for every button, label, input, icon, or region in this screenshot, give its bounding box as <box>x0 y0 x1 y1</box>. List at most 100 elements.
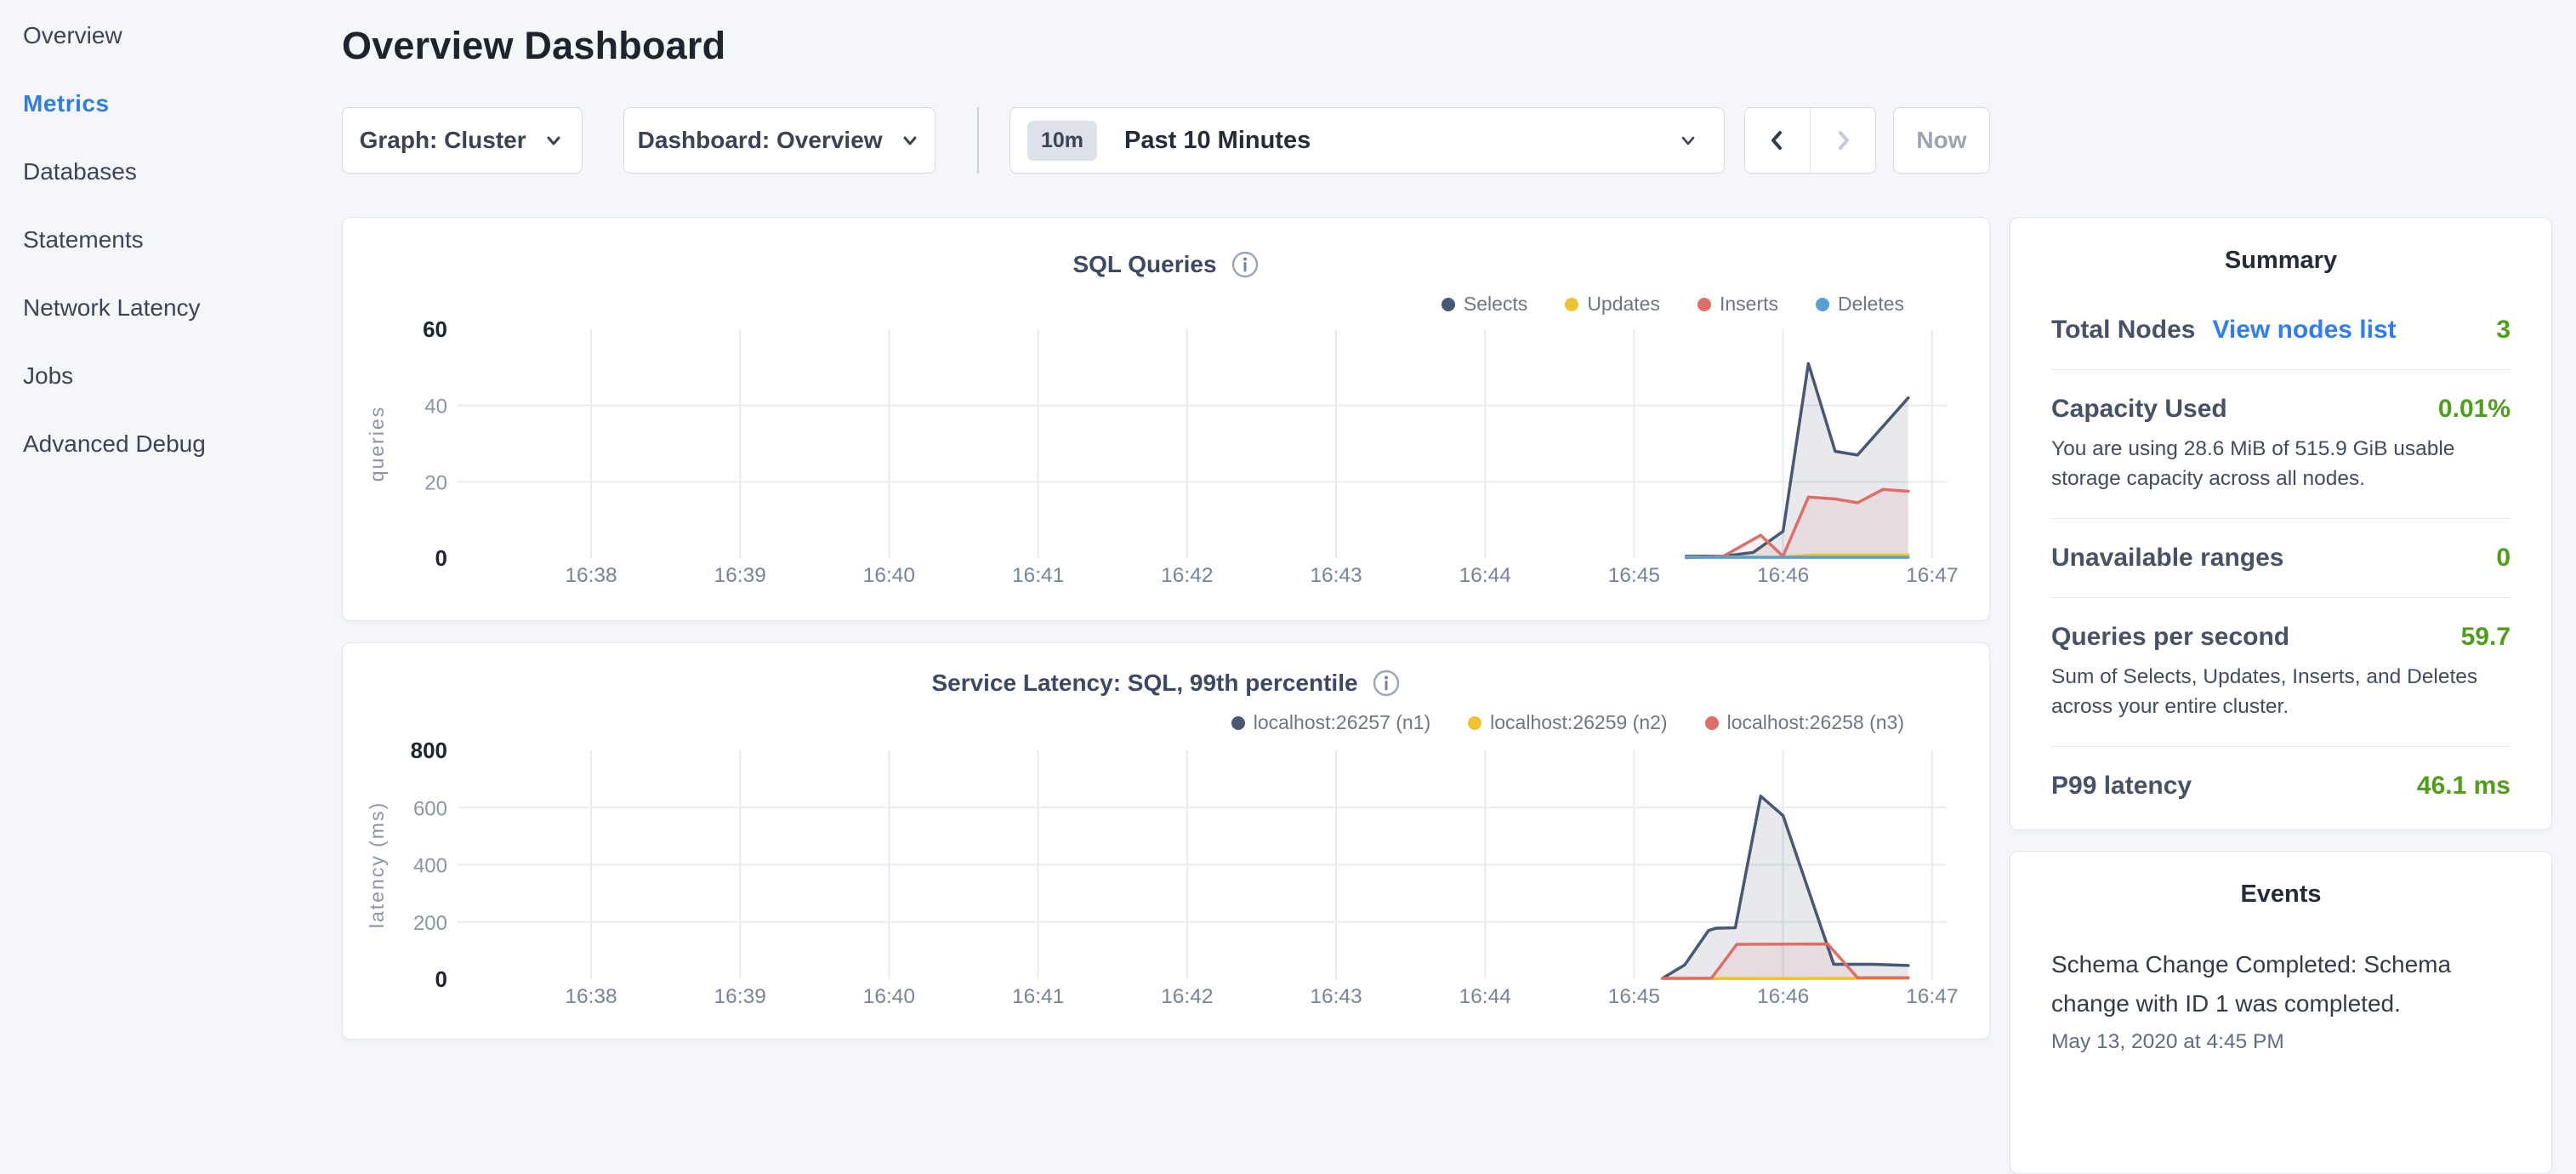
main-content: Overview Dashboard Graph: Cluster Dashbo… <box>342 0 1990 1040</box>
service-latency-chart: 16:3816:3916:4016:4116:4216:4316:4416:45… <box>343 643 1989 1039</box>
time-window-badge: 10m <box>1027 121 1097 161</box>
sidebar-item-statements[interactable]: Statements <box>23 206 342 274</box>
svg-text:60: 60 <box>423 316 447 342</box>
legend-item[interactable]: localhost:26257 (n1) <box>1231 711 1430 734</box>
chart-title: SQL Queries <box>343 250 1989 279</box>
dashboard-dropdown[interactable]: Dashboard: Overview <box>623 107 935 174</box>
now-button[interactable]: Now <box>1893 107 1990 174</box>
svg-text:0: 0 <box>435 545 447 571</box>
svg-text:16:43: 16:43 <box>1310 564 1362 587</box>
legend-item[interactable]: localhost:26258 (n3) <box>1705 711 1904 734</box>
svg-text:0: 0 <box>435 966 447 992</box>
svg-text:16:40: 16:40 <box>863 564 915 587</box>
svg-text:16:41: 16:41 <box>1012 985 1064 1008</box>
svg-text:200: 200 <box>413 912 447 935</box>
svg-text:40: 40 <box>424 396 447 419</box>
dashboard-dropdown-label: Dashboard: Overview <box>638 127 883 154</box>
event-message: Schema Change Completed: Schema change w… <box>2051 945 2511 1023</box>
summary-row-capacity-used: Capacity Used 0.01% You are using 28.6 M… <box>2051 370 2511 519</box>
info-icon[interactable] <box>1231 250 1260 279</box>
svg-text:16:47: 16:47 <box>1906 985 1958 1008</box>
legend-dot-icon <box>1705 716 1719 730</box>
svg-text:16:44: 16:44 <box>1459 985 1511 1008</box>
svg-text:16:40: 16:40 <box>863 985 915 1008</box>
summary-panel: Summary Total Nodes View nodes list 3 Ca… <box>2010 217 2552 830</box>
legend-item[interactable]: Updates <box>1565 293 1660 316</box>
svg-text:16:44: 16:44 <box>1459 564 1511 587</box>
event-timestamp: May 13, 2020 at 4:45 PM <box>2051 1030 2511 1054</box>
summary-label: Unavailable ranges <box>2051 544 2283 573</box>
summary-row-queries-per-second: Queries per second 59.7 Sum of Selects, … <box>2051 598 2511 747</box>
summary-label: P99 latency <box>2051 772 2192 801</box>
svg-text:latency (ms): latency (ms) <box>366 801 388 928</box>
chevron-right-icon <box>1829 127 1857 154</box>
sidebar-item-databases[interactable]: Databases <box>23 138 342 206</box>
summary-row-total-nodes: Total Nodes View nodes list 3 <box>2051 291 2511 370</box>
legend-label: Deletes <box>1838 293 1904 316</box>
graph-dropdown[interactable]: Graph: Cluster <box>342 107 583 174</box>
summary-value: 0.01% <box>2438 395 2511 424</box>
legend-dot-icon <box>1442 298 1455 311</box>
events-panel: Events Schema Change Completed: Schema c… <box>2010 851 2552 1174</box>
summary-label: Capacity Used <box>2051 395 2227 424</box>
chevron-down-icon <box>542 128 566 152</box>
svg-text:20: 20 <box>424 471 447 494</box>
svg-text:16:47: 16:47 <box>1906 564 1958 587</box>
legend-item[interactable]: Selects <box>1442 293 1527 316</box>
chevron-left-icon <box>1764 127 1791 154</box>
summary-description: Sum of Selects, Updates, Inserts, and De… <box>2051 662 2511 721</box>
sidebar-item-network-latency[interactable]: Network Latency <box>23 274 342 342</box>
sidebar-item-overview[interactable]: Overview <box>23 2 342 70</box>
svg-text:16:39: 16:39 <box>714 985 766 1008</box>
summary-value: 59.7 <box>2461 623 2511 652</box>
summary-row-unavailable-ranges: Unavailable ranges 0 <box>2051 519 2511 598</box>
svg-text:queries: queries <box>366 406 388 482</box>
summary-description: You are using 28.6 MiB of 515.9 GiB usab… <box>2051 434 2511 493</box>
legend-label: localhost:26259 (n2) <box>1490 711 1667 734</box>
summary-value: 0 <box>2496 544 2511 573</box>
service-latency-chart-card: 16:3816:3916:4016:4116:4216:4316:4416:45… <box>342 642 1990 1040</box>
svg-text:800: 800 <box>411 738 447 763</box>
time-next-button[interactable] <box>1810 108 1875 173</box>
toolbar-divider <box>977 107 979 174</box>
svg-text:16:42: 16:42 <box>1161 985 1213 1008</box>
legend-label: Selects <box>1464 293 1527 316</box>
summary-title: Summary <box>2051 218 2511 276</box>
legend-item[interactable]: Deletes <box>1816 293 1904 316</box>
legend-dot-icon <box>1231 716 1245 730</box>
svg-text:16:45: 16:45 <box>1608 564 1660 587</box>
sidebar: OverviewMetricsDatabasesStatementsNetwor… <box>0 0 342 478</box>
time-window-label: Past 10 Minutes <box>1124 127 1311 155</box>
legend-item[interactable]: Inserts <box>1697 293 1778 316</box>
time-range-dropdown[interactable]: 10m Past 10 Minutes <box>1009 107 1725 174</box>
event-item[interactable]: Schema Change Completed: Schema change w… <box>2051 945 2511 1054</box>
legend-item[interactable]: localhost:26259 (n2) <box>1468 711 1667 734</box>
chevron-down-icon <box>898 128 922 152</box>
info-icon[interactable] <box>1372 669 1401 698</box>
events-title: Events <box>2051 852 2511 909</box>
svg-text:16:38: 16:38 <box>565 564 617 587</box>
svg-text:16:41: 16:41 <box>1012 564 1064 587</box>
legend-dot-icon <box>1565 298 1578 311</box>
svg-text:600: 600 <box>413 797 447 820</box>
legend-dot-icon <box>1468 716 1481 730</box>
svg-text:16:46: 16:46 <box>1757 985 1809 1008</box>
sidebar-item-jobs[interactable]: Jobs <box>23 342 342 410</box>
summary-value: 3 <box>2496 316 2511 345</box>
sidebar-item-advanced-debug[interactable]: Advanced Debug <box>23 410 342 478</box>
summary-row-p99-latency: P99 latency 46.1 ms <box>2051 747 2511 825</box>
chart-title: Service Latency: SQL, 99th percentile <box>343 669 1989 698</box>
legend-dot-icon <box>1816 298 1829 311</box>
svg-text:16:43: 16:43 <box>1310 985 1362 1008</box>
svg-text:16:42: 16:42 <box>1161 564 1213 587</box>
time-prev-button[interactable] <box>1745 108 1810 173</box>
sidebar-item-metrics[interactable]: Metrics <box>23 70 342 138</box>
svg-text:16:46: 16:46 <box>1757 564 1809 587</box>
right-column: Summary Total Nodes View nodes list 3 Ca… <box>2010 217 2552 1174</box>
graph-dropdown-label: Graph: Cluster <box>360 127 526 154</box>
legend-label: Inserts <box>1720 293 1778 316</box>
svg-text:400: 400 <box>413 855 447 878</box>
view-nodes-link[interactable]: View nodes list <box>2212 316 2396 345</box>
legend-dot-icon <box>1697 298 1711 311</box>
legend-label: localhost:26258 (n3) <box>1727 711 1904 734</box>
